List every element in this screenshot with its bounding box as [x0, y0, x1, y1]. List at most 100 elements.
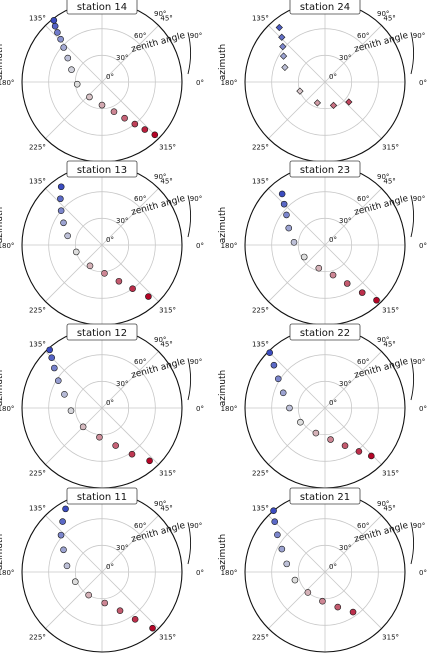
- theta-tick-label: 90°: [190, 522, 202, 530]
- zenith-axis-arc: [410, 522, 415, 565]
- theta-tick-label: 135°: [29, 340, 46, 348]
- r-tick-label: 30°: [339, 544, 351, 552]
- grid-spoke: [324, 244, 382, 302]
- data-point: [270, 361, 278, 369]
- theta-tick-label: 90°: [413, 522, 425, 530]
- theta-tick-label: 225°: [29, 307, 46, 315]
- theta-tick-label: 45°: [160, 177, 172, 185]
- zenith-axis-arc: [410, 32, 415, 75]
- grid-spoke: [268, 351, 326, 409]
- data-point: [296, 87, 304, 95]
- grid-spoke: [268, 81, 326, 139]
- grid-spoke: [268, 25, 326, 83]
- zenith-axis-arc: [410, 358, 415, 401]
- theta-tick-label: 315°: [382, 634, 399, 642]
- zenith-axis-arc: [187, 358, 192, 401]
- theta-tick-label: 135°: [252, 340, 269, 348]
- data-point: [57, 207, 65, 215]
- data-point: [67, 407, 75, 415]
- data-point: [101, 599, 109, 607]
- grid-spoke: [45, 25, 103, 83]
- data-point: [112, 442, 119, 449]
- panel-title-box: [289, 0, 361, 15]
- data-point: [57, 195, 64, 203]
- theta-tick-label: 180°: [0, 242, 14, 250]
- panel-title-box: [289, 323, 361, 341]
- data-point: [279, 42, 287, 51]
- data-point: [61, 391, 68, 398]
- grid-spoke: [101, 244, 159, 302]
- data-point: [151, 131, 159, 139]
- r-tick-label: 30°: [339, 217, 351, 225]
- r-tick-label: 0°: [329, 236, 337, 244]
- r-tick-label: 90°: [154, 10, 166, 18]
- data-point: [345, 98, 353, 106]
- data-point: [278, 33, 286, 41]
- panel-title: station 21: [300, 492, 350, 503]
- data-point: [312, 429, 320, 437]
- panel-title: station 11: [77, 492, 127, 503]
- data-point: [334, 603, 342, 611]
- theta-tick-label: 90°: [190, 358, 202, 366]
- r-tick-label: 30°: [339, 380, 351, 388]
- theta-tick-label: 315°: [382, 470, 399, 478]
- theta-tick-label: 135°: [252, 504, 269, 512]
- data-point: [327, 436, 334, 443]
- polar-panel: 0°45°90°135°180°225°315°0°30°60°90°zenit…: [0, 160, 204, 326]
- data-point: [355, 448, 363, 455]
- grid-spoke: [45, 81, 103, 139]
- theta-tick-label: 0°: [419, 79, 427, 87]
- theta-tick-label: 90°: [190, 195, 202, 203]
- grid-spoke: [101, 81, 159, 139]
- r-tick-label: 30°: [116, 544, 128, 552]
- data-point: [96, 433, 103, 441]
- data-point: [51, 364, 58, 372]
- r-tick-label: 0°: [106, 236, 114, 244]
- zenith-axis-arc: [187, 32, 192, 75]
- panel-title-box: [289, 487, 361, 505]
- theta-tick-label: 135°: [252, 14, 269, 22]
- theta-tick-label: 45°: [160, 504, 172, 512]
- panel-title: station 22: [300, 328, 350, 339]
- grid-spoke: [324, 25, 382, 83]
- data-point: [54, 29, 61, 36]
- theta-tick-label: 315°: [382, 307, 399, 315]
- polar-panel: 0°45°90°135°180°225°315°0°30°60°90°zenit…: [218, 323, 427, 489]
- data-point: [98, 101, 106, 109]
- data-point: [57, 35, 64, 43]
- data-point: [271, 518, 279, 526]
- theta-tick-label: 135°: [29, 504, 46, 512]
- r-tick-label: 60°: [134, 195, 146, 203]
- data-point: [329, 101, 338, 110]
- data-point: [280, 200, 288, 208]
- theta-tick-label: 225°: [252, 470, 269, 478]
- data-point: [319, 597, 326, 605]
- grid-spoke: [268, 571, 326, 629]
- theta-tick-label: 45°: [383, 504, 395, 512]
- grid-spoke: [101, 188, 159, 246]
- data-point: [149, 624, 156, 632]
- r-tick-label: 0°: [329, 399, 337, 407]
- r-tick-label: 90°: [154, 336, 166, 344]
- polar-panel: 0°45°90°135°180°225°315°0°30°60°90°zenit…: [218, 0, 427, 163]
- data-point: [373, 296, 380, 304]
- r-tick-label: 30°: [116, 54, 128, 62]
- grid-spoke: [45, 188, 103, 246]
- panel-title: station 23: [300, 165, 350, 176]
- grid-spoke: [101, 351, 159, 409]
- data-point: [64, 232, 71, 240]
- r-tick-label: 60°: [134, 32, 146, 40]
- data-point: [115, 277, 123, 285]
- theta-tick-label: 0°: [196, 242, 204, 250]
- theta-tick-label: 0°: [196, 569, 204, 577]
- theta-tick-label: 0°: [419, 569, 427, 577]
- data-point: [358, 289, 366, 296]
- r-tick-label: 90°: [377, 10, 389, 18]
- theta-tick-label: 135°: [29, 14, 46, 22]
- data-point: [131, 120, 139, 128]
- data-point: [73, 80, 81, 88]
- polar-panel: 0°45°90°135°180°225°315°0°30°60°90°zenit…: [218, 160, 427, 326]
- data-point: [278, 190, 286, 198]
- data-point: [275, 23, 283, 32]
